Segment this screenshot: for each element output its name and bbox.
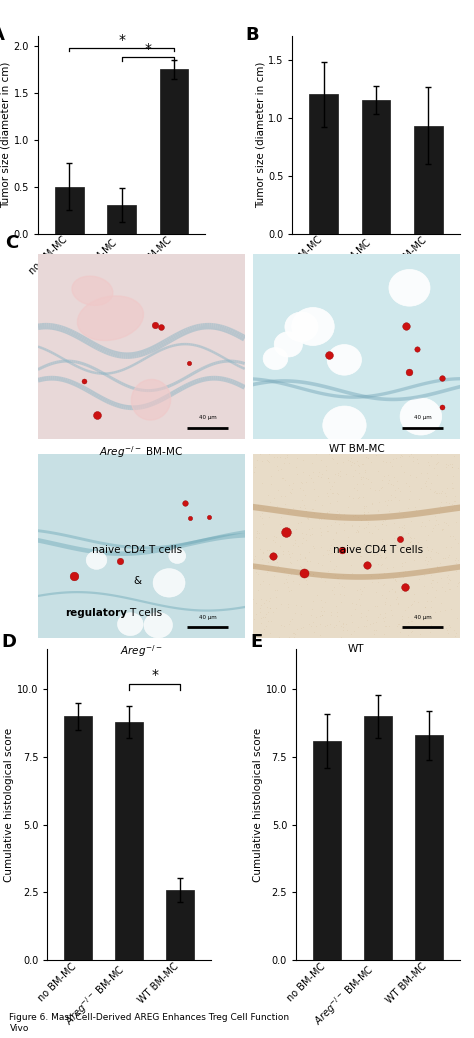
Bar — [364, 716, 392, 960]
Text: 40 μm: 40 μm — [414, 415, 431, 420]
Circle shape — [389, 270, 430, 306]
Text: 40 μm: 40 μm — [414, 614, 431, 620]
Bar — [107, 206, 136, 234]
Text: T cells: T cells — [129, 607, 162, 618]
Text: 40 μm: 40 μm — [199, 614, 216, 620]
Text: WT: WT — [348, 644, 365, 654]
Circle shape — [153, 569, 185, 597]
Ellipse shape — [131, 380, 171, 420]
Text: $\it{Areg^{-/-}}$: $\it{Areg^{-/-}}$ — [120, 644, 163, 659]
Bar — [166, 890, 194, 960]
Circle shape — [274, 332, 302, 357]
Ellipse shape — [72, 276, 113, 305]
Text: 40 μm: 40 μm — [199, 415, 216, 420]
Circle shape — [285, 312, 318, 342]
Bar — [160, 70, 188, 234]
Bar — [310, 94, 338, 234]
Y-axis label: Tumor size (diameter in cm): Tumor size (diameter in cm) — [1, 61, 11, 209]
Text: naive CD4 T cells: naive CD4 T cells — [92, 545, 182, 555]
Circle shape — [263, 348, 288, 370]
Y-axis label: Tumor size (diameter in cm): Tumor size (diameter in cm) — [255, 61, 265, 209]
Text: *: * — [151, 668, 158, 682]
Circle shape — [323, 406, 366, 445]
Y-axis label: Cumulative histological score: Cumulative histological score — [4, 728, 14, 881]
Circle shape — [144, 612, 173, 638]
Circle shape — [327, 345, 362, 375]
Bar — [415, 735, 443, 960]
Bar — [313, 741, 341, 960]
Circle shape — [292, 307, 334, 346]
Text: WT BM-MC: WT BM-MC — [328, 444, 384, 455]
Text: &: & — [133, 576, 141, 586]
Bar — [55, 187, 84, 234]
Circle shape — [169, 548, 186, 564]
Circle shape — [86, 551, 107, 570]
Ellipse shape — [77, 296, 144, 340]
Bar — [115, 721, 143, 960]
Text: A: A — [0, 27, 5, 45]
Circle shape — [400, 398, 442, 435]
Bar — [64, 716, 92, 960]
Text: E: E — [250, 633, 263, 651]
Text: naive CD4 T cells: naive CD4 T cells — [333, 545, 423, 555]
Text: Figure 6. Mast Cell-Derived AREG Enhances Treg Cell Function
Vivo: Figure 6. Mast Cell-Derived AREG Enhance… — [9, 1013, 290, 1033]
Text: regulatory: regulatory — [65, 607, 128, 618]
Text: *: * — [118, 32, 125, 47]
Y-axis label: Cumulative histological score: Cumulative histological score — [253, 728, 263, 881]
Text: *: * — [144, 42, 151, 56]
Bar — [414, 126, 443, 234]
Text: D: D — [1, 633, 17, 651]
Circle shape — [118, 612, 143, 635]
Text: B: B — [246, 27, 259, 45]
Text: C: C — [5, 235, 18, 252]
Bar — [362, 100, 391, 234]
Text: $\it{Areg^{-/-}}$ BM-MC: $\it{Areg^{-/-}}$ BM-MC — [100, 444, 183, 460]
